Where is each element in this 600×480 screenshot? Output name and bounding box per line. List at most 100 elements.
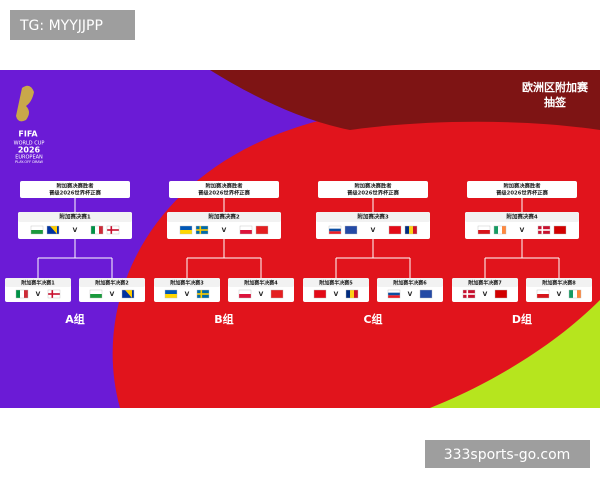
background-dark-red — [210, 70, 600, 130]
flag-part — [569, 290, 573, 298]
flag-border — [493, 225, 507, 235]
flag-part — [256, 226, 268, 230]
flag-part — [314, 294, 326, 298]
flag-part — [573, 290, 577, 298]
flag — [328, 225, 342, 235]
winner-text: 晋级2026世界杯正赛 — [198, 189, 251, 197]
winner-box — [169, 181, 279, 198]
flag-border — [537, 225, 551, 235]
flag — [196, 289, 210, 299]
flag — [89, 289, 103, 299]
flag-part — [48, 293, 60, 295]
flag-border — [328, 225, 342, 235]
flag — [90, 225, 104, 235]
flag-part — [478, 226, 490, 230]
flag-border — [462, 289, 476, 299]
watermark-box — [10, 10, 135, 40]
flag-part — [256, 230, 268, 234]
flag — [477, 225, 491, 235]
flag-border — [179, 225, 193, 235]
versus: V — [371, 227, 376, 234]
flag-part — [314, 290, 326, 294]
flag-part — [197, 293, 209, 295]
flag-part — [24, 290, 28, 298]
semi-title: 附加赛半决赛3 — [170, 280, 204, 287]
flag-part — [354, 290, 358, 298]
flag — [462, 289, 476, 299]
flag-part — [409, 226, 413, 234]
flag-part — [16, 290, 20, 298]
semi-title: 附加赛半决赛7 — [468, 280, 502, 287]
flag-border — [90, 225, 104, 235]
semi-title-bar — [5, 278, 71, 287]
logo-line: PLAY-OFF DRAW — [15, 160, 43, 164]
background-red — [112, 97, 600, 408]
flag-part — [350, 290, 354, 298]
flag-border — [270, 289, 284, 299]
flag-part — [99, 226, 103, 234]
flag-part — [165, 290, 177, 294]
flag — [419, 289, 433, 299]
winner-box — [20, 181, 130, 198]
flag-part — [90, 294, 102, 298]
semi-title-bar — [526, 278, 592, 287]
flag-part — [240, 226, 252, 230]
flag-part — [420, 294, 432, 298]
flag-part — [388, 292, 400, 296]
semi-title-bar — [452, 278, 518, 287]
flag — [255, 225, 269, 235]
flag-border — [344, 225, 358, 235]
flag-part — [196, 229, 208, 231]
winner-text: 附加赛决赛胜者 — [205, 182, 243, 190]
flag-part — [388, 290, 400, 293]
flag-part — [420, 290, 432, 294]
winner-box — [318, 181, 428, 198]
flag-border — [404, 225, 418, 235]
semi-title: 附加赛半决赛4 — [244, 280, 278, 287]
logo-line: EUROPEAN — [15, 155, 43, 161]
semi-title-bar — [303, 278, 369, 287]
flag-part — [329, 231, 341, 234]
flag — [344, 225, 358, 235]
versus: V — [483, 291, 488, 298]
flag-part — [91, 226, 95, 234]
flag-part — [239, 294, 251, 298]
header-subtitle: 抽签 — [544, 95, 567, 109]
final-title-bar — [316, 212, 430, 222]
final-title: 附加赛决赛3 — [357, 213, 389, 221]
flag-border — [494, 289, 508, 299]
flag-border — [553, 225, 567, 235]
final-title: 附加赛决赛2 — [208, 213, 240, 221]
flag-part — [494, 226, 498, 234]
header-title: 欧洲区附加赛 — [522, 80, 589, 94]
flag-part — [345, 226, 357, 230]
flag-part — [537, 290, 549, 294]
logo-fifa: FIFA — [18, 130, 38, 139]
winner-text: 附加赛决赛胜者 — [503, 182, 541, 190]
semi-title-bar — [154, 278, 220, 287]
winner-text: 晋级2026世界杯正赛 — [496, 189, 549, 197]
final-title-bar — [18, 212, 132, 222]
flag-part — [537, 294, 549, 298]
flag-part — [31, 226, 43, 230]
flag-part — [389, 226, 401, 230]
flag — [388, 225, 402, 235]
group-label: A组 — [65, 312, 85, 326]
flag — [270, 289, 284, 299]
flag-part — [95, 226, 99, 234]
flag-part — [538, 229, 550, 231]
flag — [493, 225, 507, 235]
flag-border — [196, 289, 210, 299]
flag-part — [31, 230, 43, 234]
flag — [238, 289, 252, 299]
flag-part — [329, 228, 341, 232]
flag-part — [345, 230, 357, 234]
flag-border — [164, 289, 178, 299]
flag-part — [577, 290, 581, 298]
flag-border — [255, 225, 269, 235]
flag-border — [345, 289, 359, 299]
flag-part — [180, 226, 192, 230]
semi-title: 附加赛半决赛1 — [21, 280, 55, 287]
flag-part — [50, 226, 57, 234]
